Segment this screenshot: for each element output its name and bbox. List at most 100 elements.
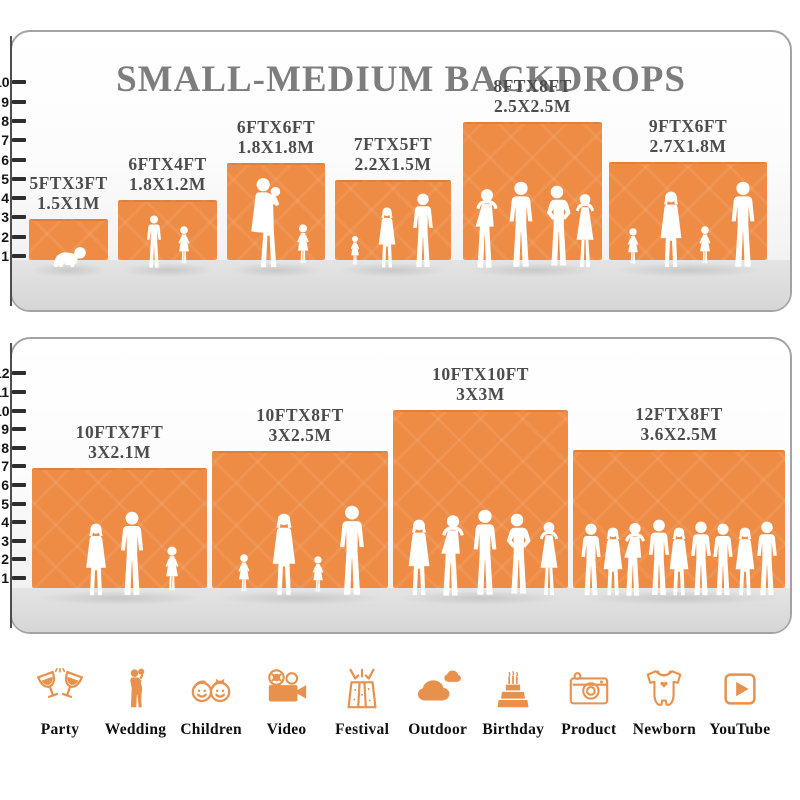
size-label-m: 1.8X1.2M — [129, 173, 206, 194]
people-silhouettes — [475, 181, 595, 268]
category-label: Wedding — [104, 721, 167, 738]
ruler-tick-label: 9 — [1, 93, 9, 110]
floor-shadow — [400, 591, 561, 605]
backdrop-12ftx8ft: 12FTX8FT 3.6X2.5M — [573, 404, 785, 605]
backdrop-size-label: 10FTX7FT 3X2.1M — [75, 422, 164, 462]
panel-medium-large: 12345678910111210FTX7FT3X2.1M10FTX8FT3X2… — [0, 337, 792, 634]
backdrop-size-label: 7FTX5FT 2.2X1.5M — [354, 134, 432, 174]
woman-arms-up-silhouette — [539, 522, 559, 596]
category-newborn: Newborn — [628, 666, 700, 739]
size-label-ft: 8FTX8FT — [493, 76, 572, 96]
party-icon — [37, 666, 83, 712]
ruler-tick — [12, 483, 26, 487]
category-label: Festival — [335, 721, 390, 738]
category-birthday: Birthday — [477, 666, 549, 739]
backdrop-rect — [29, 219, 108, 260]
man-arms-up-silhouette — [441, 515, 464, 596]
man-hands-on-hips-silhouette — [546, 185, 571, 266]
ruler-spine — [10, 343, 12, 628]
floor-shadow — [39, 591, 200, 605]
ruler-tick — [12, 215, 26, 220]
people-silhouettes — [627, 181, 755, 268]
man-silhouette — [581, 523, 601, 596]
man-silhouette — [713, 523, 733, 596]
size-label-m: 1.8X1.8M — [237, 136, 315, 157]
mother-holding-baby-silhouette — [251, 178, 281, 268]
backdrop-6ftx4ft: 6FTX4FT 1.8X1.2M — [118, 154, 217, 277]
video-icon — [264, 666, 310, 712]
people-silhouettes — [86, 511, 179, 596]
ruler-tick-label: 4 — [1, 514, 9, 531]
people-silhouettes — [350, 193, 433, 268]
ruler-tick-label: 1 — [1, 248, 9, 264]
ruler-tick-label: 7 — [1, 132, 9, 149]
size-label-ft: 6FTX4FT — [128, 154, 207, 174]
man-silhouette — [509, 181, 533, 267]
size-label-m: 3X2.5M — [268, 424, 332, 445]
size-label-m: 3X2.1M — [88, 441, 151, 462]
ruler-tick — [12, 99, 26, 104]
ruler-tick-label: 4 — [1, 190, 9, 207]
ruler-tick — [12, 138, 26, 143]
girl-silhouette — [297, 224, 309, 263]
ruler-tick-label: 8 — [1, 439, 9, 456]
ruler-tick-label: 7 — [1, 458, 9, 475]
backdrop-size-label: 12FTX8FT 3.6X2.5M — [635, 404, 723, 444]
size-label-m: 2.5X2.5M — [494, 95, 571, 116]
woman-silhouette — [735, 527, 755, 596]
ruler-tick-label: 12 — [0, 365, 10, 382]
floor-shadow — [615, 263, 761, 277]
backdrop-7ftx5ft: 7FTX5FT 2.2X1.5M — [335, 134, 451, 277]
ruler-tick-label: 3 — [1, 532, 9, 549]
ruler-tick-label: 10 — [0, 402, 10, 419]
ruler-tick-label: 6 — [1, 477, 9, 493]
size-label-ft: 12FTX8FT — [635, 404, 723, 424]
chart-title: SMALL-MEDIUM BACKDROPS — [116, 58, 686, 100]
ruler-tick-label: 11 — [0, 384, 9, 400]
children-icon — [188, 666, 234, 712]
people-silhouettes — [408, 509, 559, 596]
backdrop-6ftx6ft: 6FTX6FT 1.8X1.8M — [227, 117, 325, 277]
floor — [12, 260, 790, 310]
woman-silhouette — [669, 527, 689, 596]
girl-silhouette — [178, 226, 190, 264]
size-label-ft: 10FTX8FT — [256, 405, 344, 425]
backdrop-5ftx3ft: 5FTX3FT 1.5X1M — [29, 173, 108, 277]
man-hands-on-hips-silhouette — [506, 513, 531, 594]
category-party: Party — [24, 666, 96, 739]
ruler-tick-label: 6 — [1, 151, 9, 168]
category-youtube: YouTube — [704, 666, 776, 739]
size-label-ft: 10FTX10FT — [432, 364, 529, 384]
floor — [12, 588, 790, 632]
category-label: Birthday — [482, 721, 545, 738]
backdrop-size-label: 6FTX6FT 1.8X1.8M — [237, 117, 315, 157]
ruler-tick-label: 10 — [0, 74, 10, 91]
ruler-tick-label: 1 — [1, 570, 9, 586]
ruler-tick — [12, 520, 26, 525]
size-label-m: 1.5X1M — [37, 192, 100, 213]
category-label: YouTube — [709, 721, 771, 738]
size-label-ft: 9FTX6FT — [648, 116, 728, 136]
backdrop-10ftx10ft: 10FTX10FT 3X3M — [393, 364, 568, 605]
backdrop-size-label: 8FTX8FT 2.5X2.5M — [493, 76, 572, 116]
backdrop-size-label: 10FTX10FT 3X3M — [432, 364, 529, 404]
backdrop-rect — [118, 200, 217, 260]
floor-shadow — [219, 591, 381, 605]
size-label-ft: 10FTX7FT — [75, 422, 164, 442]
floor-shadow — [230, 263, 322, 277]
toddler-silhouette — [350, 235, 360, 265]
backdrop-size-label: 9FTX6FT 2.7X1.8M — [648, 116, 728, 156]
woman-silhouette — [603, 527, 623, 596]
girl-silhouette — [699, 226, 711, 264]
category-label: Video — [266, 721, 307, 738]
ruler-tick — [12, 196, 26, 201]
woman-silhouette — [378, 207, 396, 268]
ruler-tick-label: 9 — [1, 421, 9, 438]
ruler-tick — [12, 576, 26, 580]
man-arms-up-silhouette — [624, 523, 645, 596]
ruler-tick — [12, 254, 26, 258]
man-silhouette — [473, 509, 497, 595]
backdrop-rect — [32, 468, 207, 588]
backdrop-10ftx8ft: 10FTX8FT 3X2.5M — [212, 405, 388, 605]
